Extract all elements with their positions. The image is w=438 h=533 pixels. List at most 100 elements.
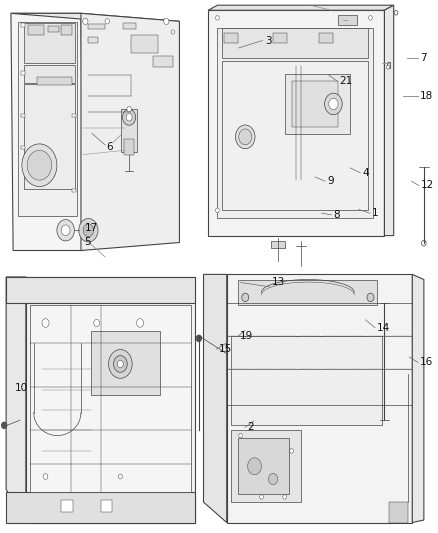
Circle shape [236, 125, 255, 149]
Circle shape [109, 350, 132, 378]
Bar [72, 114, 76, 117]
Bar [124, 139, 134, 155]
Polygon shape [222, 28, 368, 58]
Circle shape [421, 240, 426, 246]
Bar [21, 23, 25, 27]
Polygon shape [208, 5, 394, 10]
Bar [273, 33, 287, 43]
Polygon shape [227, 274, 412, 522]
Text: 8: 8 [333, 210, 340, 220]
Text: 7: 7 [420, 53, 427, 62]
Bar [72, 189, 76, 192]
Circle shape [329, 98, 338, 110]
Bar [21, 71, 25, 75]
Circle shape [94, 319, 100, 327]
Polygon shape [24, 23, 75, 63]
Text: 9: 9 [327, 176, 334, 186]
Bar [88, 37, 99, 43]
Bar [101, 499, 113, 512]
Circle shape [239, 129, 252, 145]
Text: 5: 5 [84, 237, 91, 247]
Text: 21: 21 [339, 76, 353, 86]
Text: 19: 19 [240, 331, 253, 341]
Bar [231, 431, 301, 502]
Circle shape [268, 473, 278, 484]
Circle shape [367, 293, 374, 302]
Bar [37, 77, 72, 85]
Circle shape [61, 225, 70, 236]
Bar [271, 241, 285, 248]
Circle shape [57, 220, 74, 241]
Circle shape [196, 335, 201, 342]
Circle shape [105, 19, 110, 24]
Bar [28, 25, 44, 35]
Polygon shape [81, 13, 180, 251]
Text: 3: 3 [265, 36, 272, 45]
Circle shape [43, 474, 48, 479]
Bar [389, 502, 408, 522]
Text: 18: 18 [420, 91, 433, 101]
Circle shape [126, 114, 132, 121]
Circle shape [369, 15, 372, 20]
Text: 10: 10 [14, 383, 28, 393]
Text: 16: 16 [420, 358, 433, 367]
Bar [91, 330, 160, 394]
Circle shape [117, 360, 124, 368]
Bar [387, 62, 390, 69]
Polygon shape [412, 274, 424, 522]
Polygon shape [11, 13, 83, 251]
Bar [61, 25, 72, 35]
Circle shape [290, 449, 293, 453]
Text: 13: 13 [272, 278, 285, 287]
Text: 6: 6 [106, 142, 113, 152]
Circle shape [127, 107, 131, 112]
Polygon shape [385, 5, 394, 236]
Text: 15: 15 [219, 344, 232, 354]
Bar [292, 81, 338, 127]
Circle shape [137, 319, 144, 327]
Circle shape [22, 144, 57, 187]
Polygon shape [18, 22, 77, 216]
Bar [319, 33, 333, 43]
Circle shape [394, 11, 398, 15]
Text: 1: 1 [372, 208, 378, 218]
Circle shape [164, 18, 169, 25]
Polygon shape [11, 13, 180, 21]
Text: 4: 4 [362, 168, 369, 177]
Circle shape [79, 219, 98, 242]
Polygon shape [217, 28, 373, 218]
Circle shape [325, 93, 342, 115]
Polygon shape [6, 277, 195, 303]
Circle shape [27, 150, 52, 180]
Circle shape [171, 30, 175, 34]
Bar [285, 74, 350, 134]
Bar [21, 146, 25, 149]
Polygon shape [208, 10, 385, 236]
Text: 17: 17 [85, 223, 99, 233]
Circle shape [215, 208, 219, 213]
Circle shape [242, 293, 249, 302]
Text: 14: 14 [377, 323, 391, 333]
Bar [6, 492, 195, 522]
Bar [131, 35, 158, 53]
Polygon shape [204, 274, 227, 522]
Circle shape [1, 422, 7, 429]
Bar [338, 15, 357, 26]
Bar [238, 279, 378, 305]
Bar [153, 56, 173, 67]
Circle shape [118, 474, 122, 479]
Bar [48, 26, 59, 32]
Circle shape [123, 109, 136, 125]
Circle shape [83, 224, 94, 237]
Bar [61, 499, 73, 512]
Bar [238, 438, 290, 495]
Polygon shape [24, 84, 75, 189]
Polygon shape [222, 61, 368, 210]
Circle shape [83, 18, 88, 25]
Circle shape [247, 458, 261, 475]
Bar [224, 33, 238, 43]
Bar [123, 23, 136, 29]
Bar [21, 114, 25, 117]
Bar [231, 336, 382, 425]
Bar [121, 109, 137, 152]
